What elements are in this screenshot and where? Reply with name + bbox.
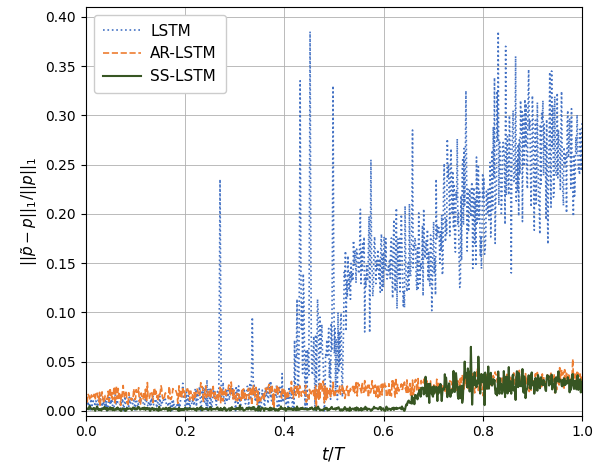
LSTM <box>82 393 89 399</box>
AR-LSTM <box>82 393 89 399</box>
AR-LSTM <box>510 370 517 376</box>
LSTM <box>511 177 518 183</box>
LSTM <box>113 392 121 398</box>
AR-LSTM <box>578 372 586 378</box>
LSTM <box>307 29 314 34</box>
SS-LSTM <box>578 381 586 387</box>
AR-LSTM <box>384 391 391 396</box>
SS-LSTM <box>459 396 466 402</box>
SS-LSTM <box>82 406 89 412</box>
SS-LSTM <box>113 407 121 412</box>
LSTM <box>400 303 407 309</box>
AR-LSTM <box>113 384 120 389</box>
LSTM <box>371 258 379 264</box>
SS-LSTM <box>384 407 391 413</box>
Legend: LSTM, AR-LSTM, SS-LSTM: LSTM, AR-LSTM, SS-LSTM <box>94 15 226 93</box>
SS-LSTM <box>399 406 406 412</box>
LSTM <box>385 264 392 269</box>
AR-LSTM <box>271 406 278 412</box>
Line: SS-LSTM: SS-LSTM <box>86 347 582 411</box>
X-axis label: $t/T$: $t/T$ <box>321 445 347 463</box>
LSTM <box>578 118 586 124</box>
Line: LSTM: LSTM <box>86 31 582 411</box>
AR-LSTM <box>569 356 577 362</box>
Line: AR-LSTM: AR-LSTM <box>86 359 582 409</box>
LSTM <box>460 222 467 228</box>
LSTM <box>99 408 106 414</box>
AR-LSTM <box>459 377 466 383</box>
AR-LSTM <box>371 384 378 390</box>
SS-LSTM <box>371 406 378 411</box>
SS-LSTM <box>511 384 518 390</box>
SS-LSTM <box>467 344 475 350</box>
AR-LSTM <box>399 386 406 392</box>
Y-axis label: $||\tilde{p} - p||_1 / ||p||_1$: $||\tilde{p} - p||_1 / ||p||_1$ <box>19 157 40 266</box>
SS-LSTM <box>92 408 99 414</box>
